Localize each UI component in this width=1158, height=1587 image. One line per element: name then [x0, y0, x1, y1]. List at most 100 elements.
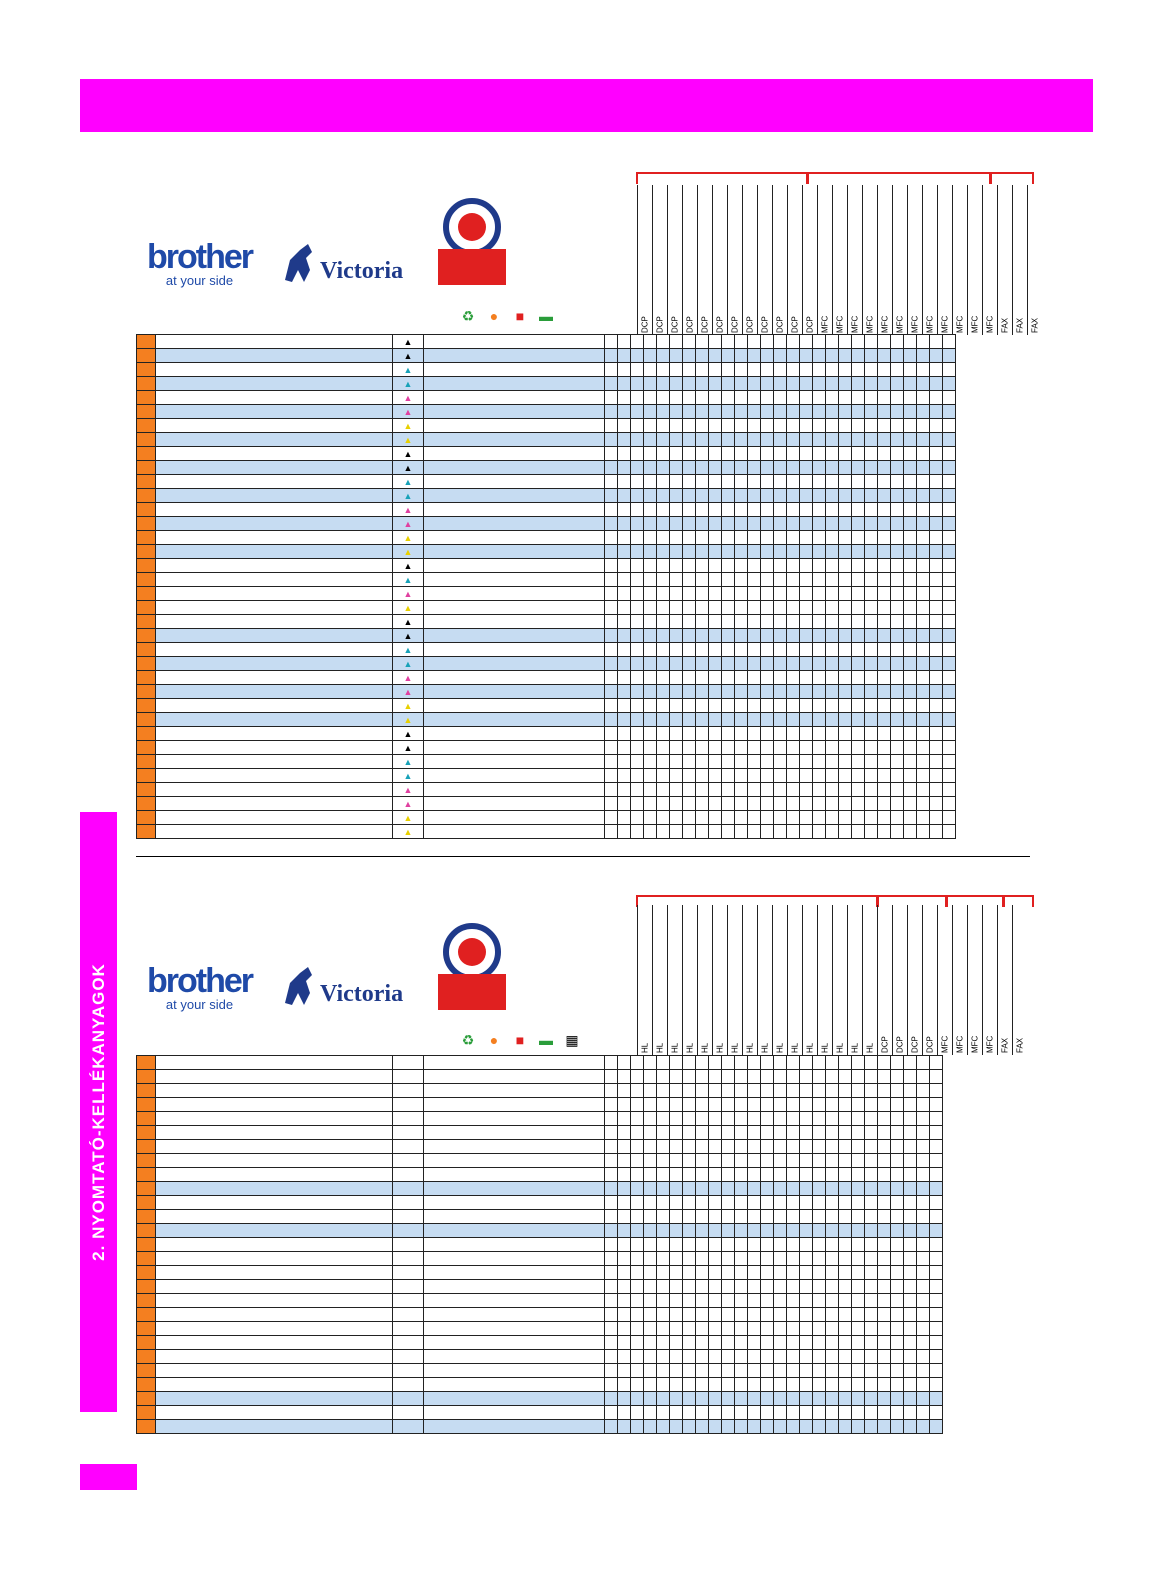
- table-row: ▲: [136, 642, 956, 657]
- table-row: [136, 1405, 943, 1420]
- model-label: HL: [655, 1042, 665, 1053]
- table-row: ▲: [136, 684, 956, 699]
- brace-fax-2: [1003, 895, 1034, 907]
- model-label: HL: [670, 1042, 680, 1053]
- ink-drop-icon: ▲: [403, 574, 413, 585]
- model-column: FAX: [997, 905, 1012, 1055]
- model-label: FAX: [1015, 317, 1025, 333]
- model-label: DCP: [790, 316, 800, 333]
- model-label: HL: [775, 1042, 785, 1053]
- model-label: MFC: [940, 1035, 950, 1053]
- model-label: MFC: [955, 315, 965, 333]
- model-label: HL: [730, 1042, 740, 1053]
- table-row: ▲: [136, 530, 956, 545]
- bag-icon: ●: [489, 308, 499, 324]
- model-column: HL: [742, 905, 757, 1055]
- ink-drop-icon: ▲: [403, 798, 413, 809]
- table-row: [136, 1083, 943, 1098]
- model-column: FAX: [1012, 905, 1027, 1055]
- model-column: MFC: [967, 905, 982, 1055]
- model-column: HL: [727, 905, 742, 1055]
- ink-drop-icon: ▲: [403, 658, 413, 669]
- model-column: MFC: [922, 185, 937, 335]
- model-column: HL: [637, 905, 652, 1055]
- table-row: [136, 1195, 943, 1210]
- table-row: [136, 1223, 943, 1238]
- table-row: ▲: [136, 334, 956, 349]
- model-column: HL: [832, 905, 847, 1055]
- model-label: FAX: [1000, 1037, 1010, 1053]
- table-row: [136, 1237, 943, 1252]
- model-label: FAX: [1015, 1037, 1025, 1053]
- table-row: ▲: [136, 418, 956, 433]
- model-column: MFC: [952, 905, 967, 1055]
- model-column: DCP: [787, 185, 802, 335]
- model-column: DCP: [712, 185, 727, 335]
- product-table-1: ▲ ▲ ▲ ▲ ▲ ▲ ▲ ▲ ▲ ▲ ▲ ▲ ▲ ▲ ▲ ▲ ▲ ▲ ▲ ▲ ▲ ▲ ▲ ▲ ▲ ▲ ▲ ▲ ▲ ▲ ▲ ▲ ▲ ▲ ▲ ▲: [136, 334, 956, 839]
- model-column: MFC: [937, 185, 952, 335]
- model-column: HL: [667, 905, 682, 1055]
- table-row: ▲: [136, 488, 956, 503]
- model-label: DCP: [685, 316, 695, 333]
- ink-drop-icon: ▲: [403, 742, 413, 753]
- ink-drop-icon: ▲: [403, 700, 413, 711]
- model-column: MFC: [817, 185, 832, 335]
- table-row: [136, 1349, 943, 1364]
- seal-mini-icon: ■: [515, 308, 525, 324]
- flag-icon: ▬: [539, 1032, 553, 1048]
- model-label: MFC: [985, 315, 995, 333]
- table-row: [136, 1111, 943, 1126]
- model-label: MFC: [955, 1035, 965, 1053]
- model-label: MFC: [910, 315, 920, 333]
- ink-drop-icon: ▲: [403, 602, 413, 613]
- table-row: [136, 1167, 943, 1182]
- printer-icon: ▦: [565, 1032, 579, 1048]
- victoria-logo-2: Victoria: [280, 963, 410, 1009]
- model-column: MFC: [982, 905, 997, 1055]
- horse-icon: [285, 244, 312, 282]
- table-row: ▲: [136, 754, 956, 769]
- model-label: DCP: [640, 316, 650, 333]
- table-row: ▲: [136, 670, 956, 685]
- seal-mini-icon: ■: [515, 1032, 525, 1048]
- model-column: DCP: [637, 185, 652, 335]
- bag-icon: ●: [489, 1032, 499, 1048]
- ink-drop-icon: ▲: [403, 812, 413, 823]
- model-column: MFC: [967, 185, 982, 335]
- model-label: DCP: [700, 316, 710, 333]
- model-column: MFC: [877, 185, 892, 335]
- model-column: MFC: [847, 185, 862, 335]
- table-row: [136, 1321, 943, 1336]
- eco-icons: ♻ ● ■ ▬: [455, 306, 559, 326]
- certification-seal-icon: [438, 198, 506, 285]
- ink-drop-icon: ▲: [403, 756, 413, 767]
- ink-drop-icon: ▲: [403, 378, 413, 389]
- table-row: [136, 1153, 943, 1168]
- model-label: DCP: [745, 316, 755, 333]
- ink-drop-icon: ▲: [403, 644, 413, 655]
- model-column: DCP: [907, 905, 922, 1055]
- model-label: MFC: [880, 315, 890, 333]
- model-label: HL: [700, 1042, 710, 1053]
- ink-drop-icon: ▲: [403, 434, 413, 445]
- ink-drop-icon: ▲: [403, 826, 413, 837]
- ink-drop-icon: ▲: [403, 616, 413, 627]
- model-label: DCP: [670, 316, 680, 333]
- table-row: ▲: [136, 558, 956, 573]
- model-column: MFC: [937, 905, 952, 1055]
- table-row: [136, 1139, 943, 1154]
- ink-drop-icon: ▲: [403, 728, 413, 739]
- table-row: [136, 1125, 943, 1140]
- model-label: HL: [850, 1042, 860, 1053]
- model-column: HL: [772, 905, 787, 1055]
- model-column: DCP: [697, 185, 712, 335]
- ink-drop-icon: ▲: [403, 462, 413, 473]
- table-row: ▲: [136, 824, 956, 839]
- table-row: [136, 1363, 943, 1378]
- table-row: ▲: [136, 796, 956, 811]
- table-row: ▲: [136, 446, 956, 461]
- model-column: FAX: [1012, 185, 1027, 335]
- ink-drop-icon: ▲: [403, 336, 413, 347]
- model-column: DCP: [772, 185, 787, 335]
- table-row: ▲: [136, 474, 956, 489]
